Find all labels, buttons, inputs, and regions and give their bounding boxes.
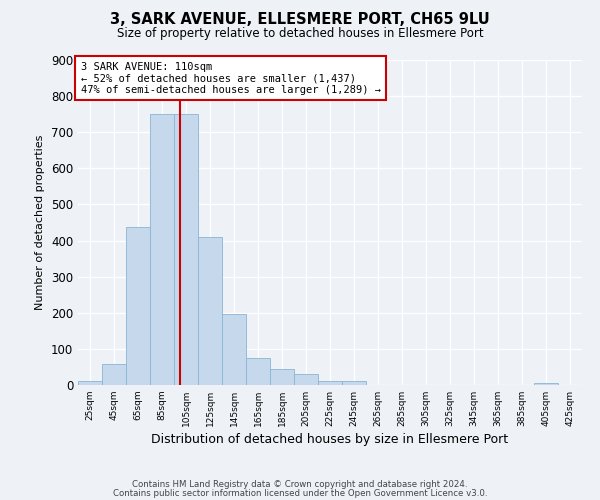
Bar	[174, 114, 198, 385]
Text: 3, SARK AVENUE, ELLESMERE PORT, CH65 9LU: 3, SARK AVENUE, ELLESMERE PORT, CH65 9LU	[110, 12, 490, 28]
Bar	[318, 382, 342, 385]
Bar	[294, 374, 318, 385]
Bar	[246, 358, 270, 385]
Bar	[270, 369, 294, 385]
Bar	[222, 314, 246, 385]
Text: Contains public sector information licensed under the Open Government Licence v3: Contains public sector information licen…	[113, 488, 487, 498]
Bar	[102, 364, 126, 385]
Bar	[534, 383, 558, 385]
Bar	[198, 237, 222, 385]
Bar	[342, 382, 366, 385]
Text: 3 SARK AVENUE: 110sqm
← 52% of detached houses are smaller (1,437)
47% of semi-d: 3 SARK AVENUE: 110sqm ← 52% of detached …	[80, 62, 380, 95]
Text: Size of property relative to detached houses in Ellesmere Port: Size of property relative to detached ho…	[116, 28, 484, 40]
Bar	[150, 114, 174, 385]
Bar	[126, 227, 150, 385]
Bar	[78, 382, 102, 385]
Text: Contains HM Land Registry data © Crown copyright and database right 2024.: Contains HM Land Registry data © Crown c…	[132, 480, 468, 489]
Y-axis label: Number of detached properties: Number of detached properties	[35, 135, 46, 310]
X-axis label: Distribution of detached houses by size in Ellesmere Port: Distribution of detached houses by size …	[151, 433, 509, 446]
